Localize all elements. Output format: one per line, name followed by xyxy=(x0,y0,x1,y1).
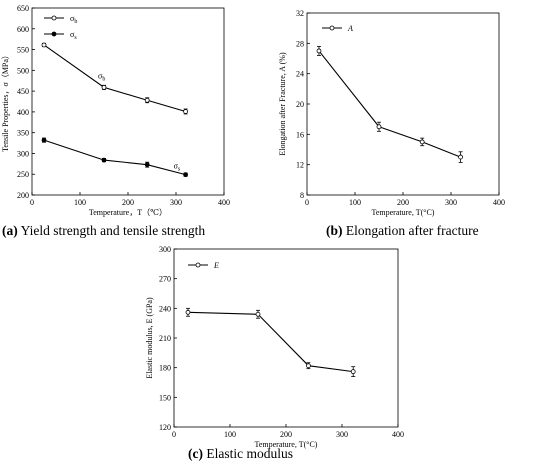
y-tick-label: 20 xyxy=(296,100,304,109)
series-line xyxy=(43,139,186,176)
x-tick-label: 100 xyxy=(349,198,361,207)
data-point xyxy=(305,363,311,369)
y-tick-label: 350 xyxy=(17,129,29,138)
y-tick-label: 500 xyxy=(17,66,29,75)
plot-frame xyxy=(31,7,225,196)
y-tick-label: 28 xyxy=(296,39,304,48)
legend-label: σb xyxy=(70,14,77,25)
x-tick-label: 300 xyxy=(445,198,457,207)
y-tick-label: 450 xyxy=(17,87,29,96)
data-point xyxy=(419,139,425,145)
data-point xyxy=(144,97,150,103)
series-annotation: σs xyxy=(174,162,181,173)
y-axis-label: Elongation after Fracture, A (%) xyxy=(278,52,287,156)
x-axis-label: Temperature，T（℃） xyxy=(89,208,167,217)
x-tick-label: 300 xyxy=(336,430,348,439)
legend-label: σs xyxy=(70,30,77,41)
y-tick-label: 16 xyxy=(296,130,304,139)
x-tick-label: 400 xyxy=(392,430,404,439)
caption-c-letter: (c) xyxy=(188,446,203,461)
y-tick-label: 12 xyxy=(296,161,304,170)
y-tick-label: 8 xyxy=(300,191,304,200)
data-point xyxy=(41,42,47,48)
caption-a-text: Yield strength and tensile strength xyxy=(20,223,206,238)
caption-a-letter: (a) xyxy=(2,223,18,238)
data-point xyxy=(101,157,107,163)
caption-c-text: Elastic modulus xyxy=(206,446,293,461)
y-axis-label: Tensile Properties，σ（MPa） xyxy=(1,51,10,152)
chart-2: 0 100 200 300 400 120 150 180 210 240 270 300 Temper… xyxy=(145,245,404,449)
y-tick-label: 200 xyxy=(17,191,29,200)
series-line xyxy=(187,311,354,373)
data-point xyxy=(255,311,261,317)
y-tick-label: 210 xyxy=(159,334,171,343)
chart-0: 0 100 200 300 400 200 250 300 350 400 450 500 550 600… xyxy=(1,4,230,217)
data-point xyxy=(144,162,150,168)
x-axis-label: Temperature, T(°C) xyxy=(255,440,318,449)
y-tick-label: 600 xyxy=(17,25,29,34)
x-tick-label: 300 xyxy=(170,198,182,207)
y-tick-label: 550 xyxy=(17,46,29,55)
x-tick-label: 200 xyxy=(397,198,409,207)
x-tick-label: 0 xyxy=(30,198,34,207)
data-point xyxy=(183,172,189,178)
data-point xyxy=(183,109,189,114)
legend-marker xyxy=(51,15,57,21)
legend-label: A xyxy=(347,24,353,33)
y-tick-label: 24 xyxy=(296,70,304,79)
x-tick-label: 100 xyxy=(224,430,236,439)
y-tick-label: 150 xyxy=(159,393,171,402)
x-tick-label: 0 xyxy=(305,198,309,207)
chart-1: 0 100 200 300 400 8 12 16 20 24 28 32 Temperature, T… xyxy=(278,9,505,217)
y-tick-label: 240 xyxy=(159,304,171,313)
x-tick-label: 200 xyxy=(122,198,134,207)
plot-frame xyxy=(306,12,500,196)
data-point xyxy=(185,309,191,315)
x-tick-label: 100 xyxy=(74,198,86,207)
x-tick-label: 200 xyxy=(280,430,292,439)
y-axis-label: Elastic modulus, E (GPa) xyxy=(145,297,154,379)
y-tick-label: 650 xyxy=(17,4,29,13)
legend-marker xyxy=(329,25,335,31)
legend-marker xyxy=(51,31,57,37)
y-tick-label: 300 xyxy=(17,149,29,158)
caption-c: (c) Elastic modulus xyxy=(188,446,293,462)
caption-a: (a) Yield strength and tensile strength xyxy=(2,223,205,239)
caption-b: (b) Elongation after fracture xyxy=(326,223,479,239)
y-tick-label: 120 xyxy=(159,423,171,432)
data-point xyxy=(316,48,322,54)
legend-marker xyxy=(195,262,201,268)
y-tick-label: 400 xyxy=(17,108,29,117)
x-tick-label: 400 xyxy=(493,198,505,207)
caption-b-text: Elongation after fracture xyxy=(345,223,479,238)
y-tick-label: 300 xyxy=(159,245,171,254)
y-tick-label: 180 xyxy=(159,364,171,373)
x-tick-label: 0 xyxy=(172,430,176,439)
x-axis-label: Temperature, T(°C) xyxy=(372,208,435,217)
data-point xyxy=(41,137,47,143)
data-point xyxy=(458,154,464,160)
data-point xyxy=(101,84,107,90)
caption-b-letter: (b) xyxy=(326,223,343,238)
plot-frame xyxy=(173,248,399,428)
series-line xyxy=(318,50,461,158)
legend-label: E xyxy=(213,261,219,270)
data-point xyxy=(350,369,356,375)
series-line xyxy=(43,44,186,113)
series-annotation: σb xyxy=(98,71,105,82)
x-tick-label: 400 xyxy=(218,198,230,207)
data-point xyxy=(376,124,382,130)
y-tick-label: 270 xyxy=(159,275,171,284)
y-tick-label: 32 xyxy=(296,9,304,18)
y-tick-label: 250 xyxy=(17,170,29,179)
